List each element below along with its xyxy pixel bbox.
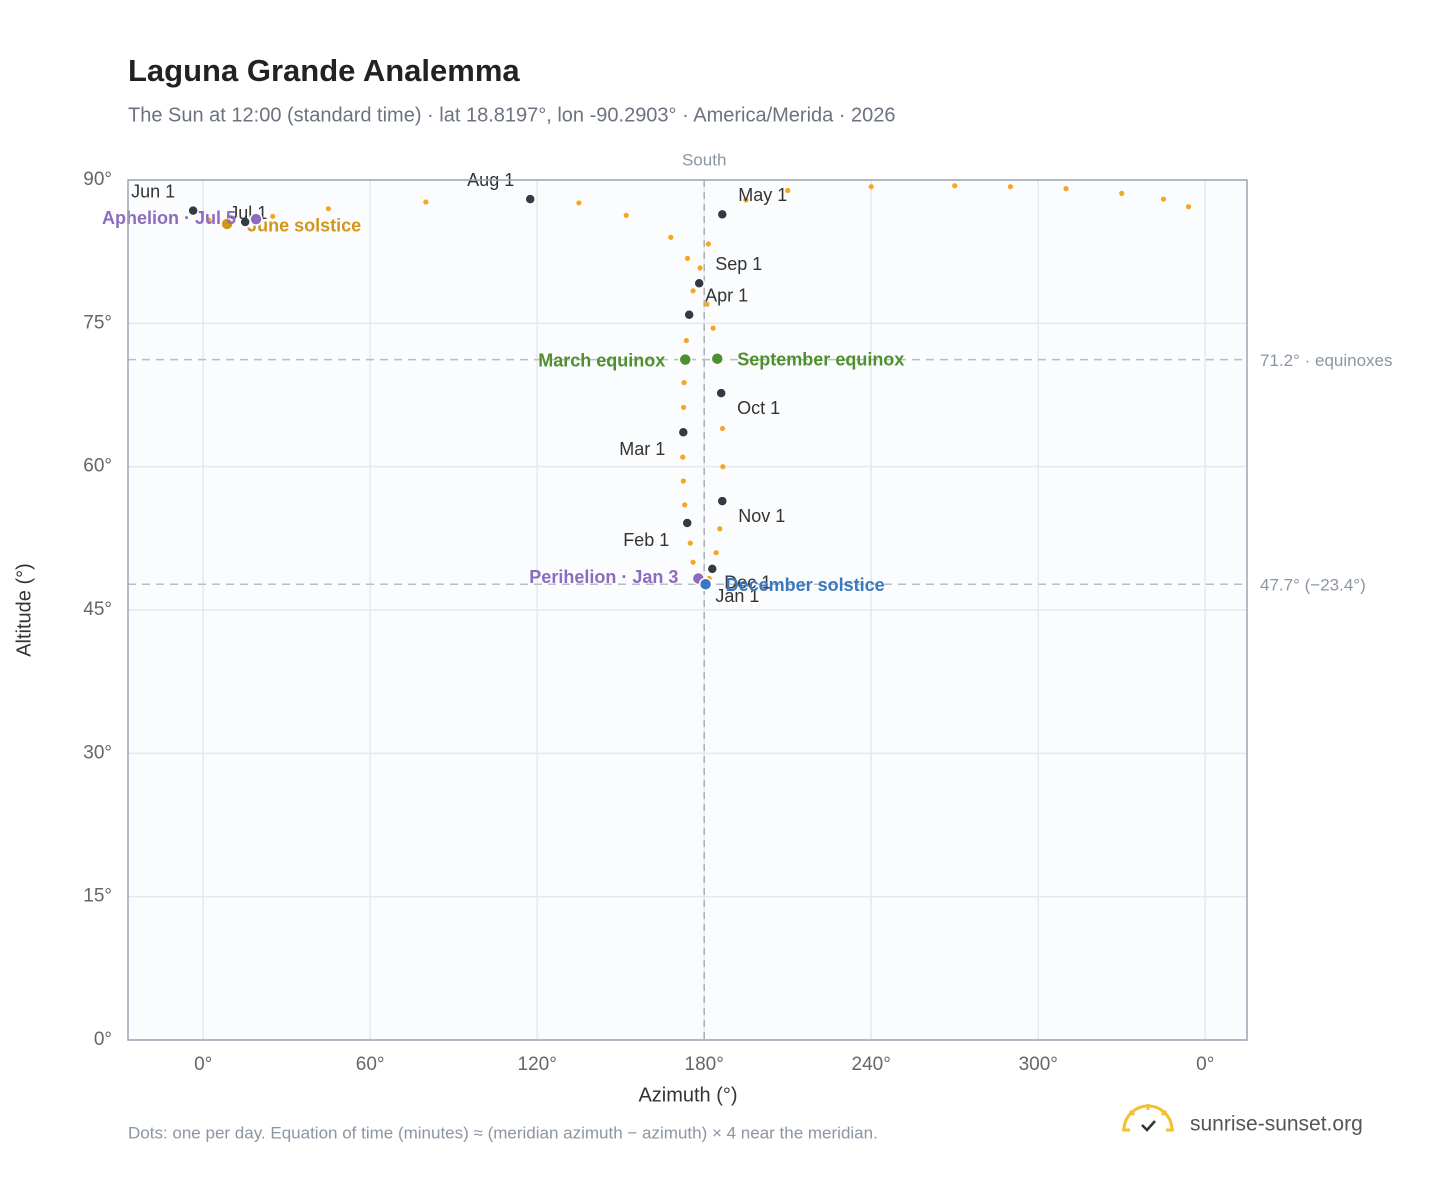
y-tick-label: 90°	[83, 169, 112, 190]
sun-dot	[690, 288, 696, 294]
month-marker	[716, 495, 729, 507]
sun-dot	[713, 550, 719, 556]
plot-border	[127, 179, 1248, 1041]
sun-dot	[680, 454, 686, 460]
month-marker	[706, 563, 719, 575]
month-label: May 1	[738, 185, 787, 205]
meridian-label: South	[682, 150, 726, 169]
sun-dot	[668, 234, 674, 240]
sun-dot	[785, 187, 791, 194]
reference-label: 47.7° (−23.4°)	[1260, 576, 1366, 595]
y-tick-label: 60°	[83, 456, 112, 477]
month-label: Jan 1	[715, 586, 759, 606]
event-marker	[249, 212, 263, 226]
footnote: Dots: one per day. Equation of time (min…	[128, 1123, 878, 1142]
sun-dot	[705, 241, 711, 247]
event-marker	[698, 577, 713, 591]
month-marker	[683, 308, 695, 321]
y-tick-label: 30°	[83, 742, 112, 763]
chart-title: Laguna Grande Analemma	[128, 53, 520, 88]
sun-dot	[423, 199, 429, 205]
sun-dot	[684, 255, 691, 261]
sun-dot	[683, 337, 689, 344]
sun-dot	[717, 526, 723, 532]
y-tick-label: 75°	[83, 312, 112, 333]
sun-dot	[690, 559, 696, 565]
sun-dot	[697, 265, 703, 271]
sun-dot	[680, 478, 686, 484]
month-label: Dec 1	[724, 573, 771, 593]
month-marker	[187, 204, 199, 217]
month-marker	[715, 387, 727, 399]
sun-dot	[1185, 204, 1192, 210]
sun-dot	[1160, 196, 1167, 202]
month-marker	[681, 517, 693, 529]
sun-dot	[710, 325, 716, 331]
sun-dot	[681, 379, 687, 386]
event-label: September equinox	[737, 349, 904, 369]
sun-dot	[681, 404, 687, 411]
event-label: June solstice	[247, 216, 361, 236]
event-marker	[678, 352, 693, 367]
month-marker	[693, 277, 705, 289]
month-label: Feb 1	[623, 530, 669, 550]
x-tick-label: 60°	[356, 1054, 385, 1075]
sun-dot	[720, 464, 726, 470]
event-label: March equinox	[538, 350, 665, 370]
month-label: Sep 1	[715, 254, 762, 274]
month-label: Apr 1	[705, 285, 748, 305]
sun-dot	[1007, 184, 1013, 190]
sun-dot	[576, 200, 582, 206]
x-tick-label: 120°	[518, 1054, 557, 1075]
chart-subtitle: The Sun at 12:00 (standard time) · lat 1…	[128, 104, 896, 126]
month-label: Nov 1	[738, 506, 785, 526]
event-label: Perihelion · Jan 3	[529, 567, 678, 587]
sun-dot	[952, 183, 958, 189]
event-label: December solstice	[726, 575, 885, 595]
sun-dot	[623, 212, 629, 218]
x-tick-label: 240°	[852, 1054, 891, 1075]
sun-dot	[1063, 186, 1069, 192]
sun-dot	[719, 425, 726, 432]
sun-dot	[704, 301, 710, 307]
x-tick-label: 0°	[1196, 1054, 1214, 1075]
y-tick-label: 45°	[83, 599, 112, 620]
x-tick-label: 180°	[685, 1054, 724, 1075]
sun-dot	[270, 213, 276, 219]
sun-dot	[682, 502, 688, 508]
month-label: Mar 1	[619, 439, 665, 459]
x-tick-label: 300°	[1019, 1054, 1058, 1075]
y-tick-label: 0°	[94, 1029, 112, 1050]
sun-dot	[868, 184, 874, 190]
x-axis-label: Azimuth (°)	[638, 1084, 737, 1106]
y-axis-label: Altitude (°)	[13, 563, 35, 657]
month-marker	[716, 208, 729, 221]
x-tick-label: 0°	[194, 1054, 212, 1075]
y-tick-label: 15°	[83, 886, 112, 907]
event-marker	[710, 351, 725, 366]
brand: sunrise-sunset.org	[1190, 1113, 1363, 1136]
reference-label: 71.2° · equinoxes	[1260, 351, 1393, 370]
event-label: Aphelion · Jul 5	[102, 208, 236, 228]
sun-dot	[325, 206, 332, 212]
sun-dot	[687, 540, 693, 546]
month-marker	[677, 426, 690, 439]
sun-dot	[743, 197, 749, 203]
event-marker	[220, 217, 234, 231]
month-label: Jun 1	[131, 181, 175, 201]
brand-logo	[1122, 1104, 1174, 1132]
sun-dot	[206, 217, 212, 223]
month-marker	[524, 193, 536, 205]
month-label: Oct 1	[737, 398, 780, 418]
sun-dot	[1119, 190, 1125, 196]
